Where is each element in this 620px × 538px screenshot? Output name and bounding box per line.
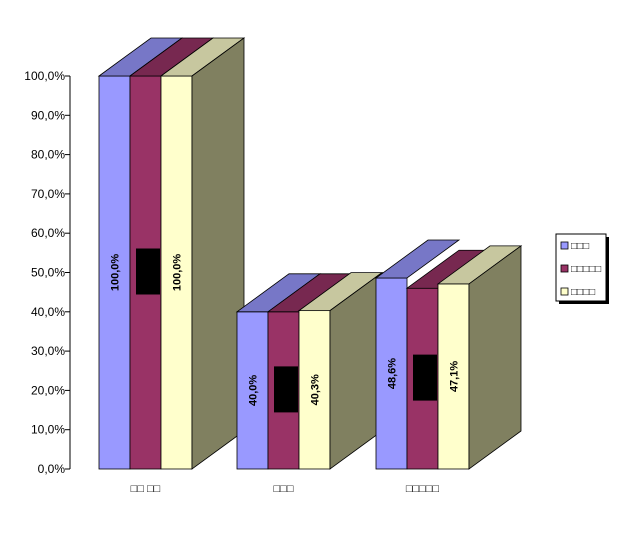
data-label: 40,0% xyxy=(248,375,260,406)
bar xyxy=(236,311,269,470)
y-tick-label: 70,0% xyxy=(31,187,65,201)
x-tick-label: □□□ xyxy=(274,483,294,495)
data-label: 48,6% xyxy=(387,358,399,389)
y-tick-label: 80,0% xyxy=(31,148,65,162)
bar xyxy=(160,75,193,470)
legend-swatch xyxy=(560,241,569,250)
y-tick-label: 30,0% xyxy=(31,344,65,358)
bar xyxy=(298,310,331,470)
bar xyxy=(437,283,470,470)
bar-top xyxy=(374,239,461,279)
legend-label: □□□ xyxy=(571,241,589,252)
bar-side xyxy=(191,37,245,470)
x-tick-label: □□ □□ xyxy=(131,483,161,495)
legend-label: □□□□ xyxy=(571,287,595,298)
y-tick-label: 10,0% xyxy=(31,423,65,437)
y-tick-label: 60,0% xyxy=(31,226,65,240)
bar-side xyxy=(468,245,522,470)
data-label-box xyxy=(413,354,437,401)
legend: □□□□□□□□□□□□ xyxy=(555,233,609,304)
data-label-box xyxy=(274,366,298,413)
y-tick-label: 0,0% xyxy=(38,462,66,476)
legend-label: □□□□□ xyxy=(571,264,601,275)
data-label: 100,0% xyxy=(110,254,122,292)
data-label: 40,3% xyxy=(310,374,322,405)
x-tick-label: □□□□□ xyxy=(406,483,440,495)
bar-group xyxy=(97,37,523,470)
x-axis: □□ □□ □□□ □□□□□ xyxy=(131,483,440,495)
y-tick-label: 100,0% xyxy=(24,69,65,83)
data-label: 47,1% xyxy=(449,361,461,392)
y-tick-label: 50,0% xyxy=(31,266,65,280)
y-tick-label: 20,0% xyxy=(31,383,65,397)
legend-swatch xyxy=(560,264,569,273)
y-tick-label: 40,0% xyxy=(31,305,65,319)
legend-swatch xyxy=(560,287,569,296)
data-label: 100,0% xyxy=(172,254,184,292)
bar xyxy=(98,75,131,470)
y-axis: 0,0% 10,0% 20,0% 30,0% 40,0% 50,0% 60,0% 70,0% 8… xyxy=(24,69,71,476)
data-label-box xyxy=(136,248,160,295)
y-tick-label: 90,0% xyxy=(31,108,65,122)
data-label-group: 100,0% 100,0% 40,0% 40,3% 48,6% 47,1% xyxy=(110,254,461,406)
